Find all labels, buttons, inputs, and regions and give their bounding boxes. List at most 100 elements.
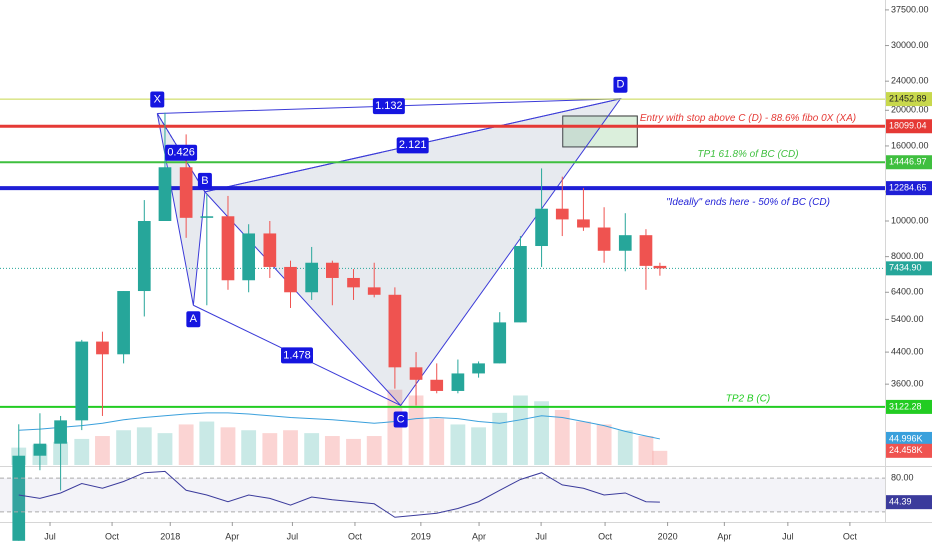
volume-bar <box>513 395 528 465</box>
price-badge-label: 18099.04 <box>889 121 927 131</box>
volume-bar <box>178 424 194 465</box>
volume-bar <box>652 450 668 465</box>
y-tick-label: 24000.00 <box>891 76 929 86</box>
pattern-point-label: A <box>190 313 198 325</box>
volume-bar <box>95 436 110 465</box>
ratio-box <box>165 144 198 161</box>
pattern-point-box <box>197 172 212 189</box>
volume-bar <box>429 418 445 465</box>
target-box <box>562 115 638 148</box>
volume-badge <box>886 443 932 458</box>
volume-bar <box>241 430 257 465</box>
volume-bar <box>74 438 90 465</box>
x-tick-label: Oct <box>105 531 120 541</box>
price-badge <box>886 181 932 196</box>
level-note: TP2 B (C) <box>726 394 770 405</box>
candle-body <box>514 246 527 323</box>
pattern-point-box <box>613 76 628 93</box>
volume-bar <box>638 436 654 465</box>
pattern-point-label: C <box>397 413 405 425</box>
y-tick-label: 10000.00 <box>891 215 929 225</box>
pattern-point-box <box>150 91 165 108</box>
y-tick-label: 4400.00 <box>891 346 924 356</box>
rsi-tick-label: 80.00 <box>891 473 914 483</box>
x-tick-label: Apr <box>717 531 731 541</box>
candle-body <box>54 420 67 444</box>
volume-bar <box>492 412 508 465</box>
volume-bar <box>157 433 173 465</box>
ratio-label: 1.132 <box>375 100 403 112</box>
candle-body <box>639 235 653 266</box>
y-tick-label: 20000.00 <box>891 105 929 115</box>
volume-bar <box>199 421 215 465</box>
candle-body <box>597 227 611 251</box>
x-tick-label: Jul <box>44 531 56 541</box>
level-note: "Ideally" ends here - 50% of BC (CD) <box>666 197 830 208</box>
pattern-point-label: X <box>154 93 162 105</box>
rsi-band <box>0 478 885 512</box>
candle-body <box>388 294 402 368</box>
candle-body <box>618 235 632 251</box>
candle-body <box>305 262 319 293</box>
volume-bar <box>220 427 236 465</box>
pattern-point-label: D <box>616 79 624 91</box>
rsi-line <box>18 470 660 518</box>
candle-body <box>653 265 667 269</box>
y-tick-label: 16000.00 <box>891 140 929 150</box>
volume-bar <box>596 424 612 465</box>
candle-body <box>472 363 485 374</box>
price-badge <box>886 92 932 107</box>
candle-body <box>263 233 277 267</box>
candle-body <box>179 167 193 218</box>
volume-badge <box>886 431 932 446</box>
pattern-point-label: B <box>201 175 208 187</box>
x-tick-label: Oct <box>598 531 613 541</box>
y-tick-label: 37500.00 <box>891 4 929 14</box>
price-badge <box>886 399 932 414</box>
x-tick-label: Jul <box>535 531 547 541</box>
candle-body <box>409 367 423 380</box>
volume-bar <box>304 433 320 465</box>
x-tick-label: Oct <box>843 531 858 541</box>
x-tick-label: Apr <box>225 531 239 541</box>
candle-body <box>430 379 444 391</box>
volume-bar <box>387 389 403 465</box>
x-tick-label: 2019 <box>411 531 431 541</box>
price-badge <box>886 261 932 276</box>
candle-body <box>158 167 172 221</box>
volume-bar <box>324 436 340 465</box>
x-tick-label: Apr <box>472 531 486 541</box>
x-tick-label: Oct <box>348 531 363 541</box>
candle-body <box>96 341 109 355</box>
candle-body <box>221 216 235 281</box>
x-tick-label: Jul <box>287 531 299 541</box>
y-tick-label: 3600.00 <box>891 379 924 389</box>
candle-body <box>367 287 381 295</box>
price-badge-label: 14446.97 <box>889 157 927 167</box>
candle-body <box>75 341 89 421</box>
candle-body <box>555 208 569 220</box>
candle-body <box>33 443 47 456</box>
volume-bar <box>116 430 132 465</box>
candle-body <box>242 233 256 281</box>
volume-badge-label: 24.458K <box>889 445 923 455</box>
candle-body <box>137 220 151 292</box>
price-badge <box>886 155 932 170</box>
candle-body <box>117 291 130 355</box>
ratio-label: 0.426 <box>167 147 195 159</box>
ratio-box <box>396 137 429 154</box>
ratio-label: 2.121 <box>399 139 427 151</box>
volume-badge-label: 44.996K <box>889 433 923 443</box>
level-note: Entry with stop above C (D) - 88.6% fibo… <box>640 113 856 124</box>
volume-bar <box>534 401 549 465</box>
ratio-box <box>281 347 314 364</box>
price-badge <box>886 119 932 134</box>
candle-body <box>347 277 360 288</box>
price-badge-label: 21452.89 <box>889 93 927 103</box>
price-badge-label: 3122.28 <box>889 401 922 411</box>
y-tick-label: 6400.00 <box>891 287 924 297</box>
volume-bar <box>408 395 424 465</box>
x-tick-label: 2018 <box>160 531 180 541</box>
pattern-point-box <box>393 411 408 428</box>
